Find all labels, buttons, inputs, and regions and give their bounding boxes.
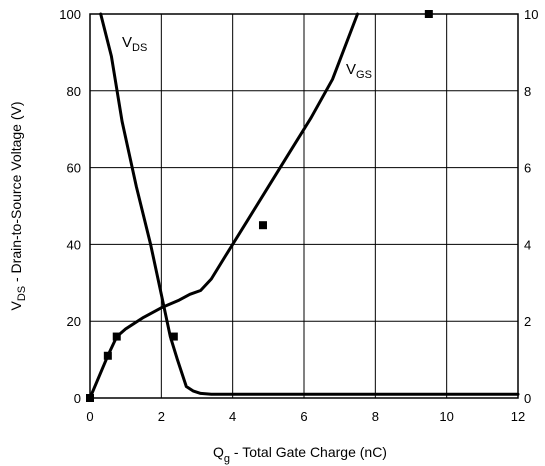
y-right-tick-label: 6 (524, 161, 531, 176)
y-axis-label: VDS - Drain-to-Source Voltage (V) (8, 101, 28, 310)
y-right-tick-label: 2 (524, 314, 531, 329)
y-right-tick-label: 0 (524, 391, 531, 406)
x-tick-label: 0 (86, 409, 93, 424)
x-tick-label: 4 (229, 409, 236, 424)
x-tick-label: 6 (300, 409, 307, 424)
y-left-tick-label: 60 (67, 161, 81, 176)
x-tick-label: 8 (372, 409, 379, 424)
y-left-tick-label: 20 (67, 314, 81, 329)
x-tick-label: 12 (511, 409, 525, 424)
square-marker (103, 351, 112, 360)
y-left-tick-label: 0 (74, 391, 81, 406)
markers (86, 10, 433, 402)
vgs-curve-label: VGS (346, 61, 372, 81)
vds-curve (99, 12, 520, 396)
x-axis-label: Qg - Total Gate Charge (nC) (213, 444, 387, 465)
y-left-tick-label: 40 (67, 237, 81, 252)
x-tick-label: 2 (158, 409, 165, 424)
square-marker (169, 332, 178, 341)
y-right-tick-label: 8 (524, 84, 531, 99)
y-left-tick-label: 100 (59, 7, 81, 22)
x-tick-label: 10 (439, 409, 453, 424)
grid-lines (90, 14, 518, 398)
y-right-tick-label: 4 (524, 237, 531, 252)
y-right-tick-label: 10 (524, 7, 538, 22)
tick-labels: 0 2 4 6 8 10 12 0 20 40 60 80 100 0 2 4 6 8 10 (59, 7, 538, 424)
plot-frame (89, 13, 519, 399)
square-marker (258, 221, 267, 230)
square-marker (112, 332, 121, 341)
curves (88, 12, 520, 400)
y-left-tick-label: 80 (67, 84, 81, 99)
vds-curve-label: VDS (122, 34, 147, 54)
vgs-curve (88, 12, 359, 400)
